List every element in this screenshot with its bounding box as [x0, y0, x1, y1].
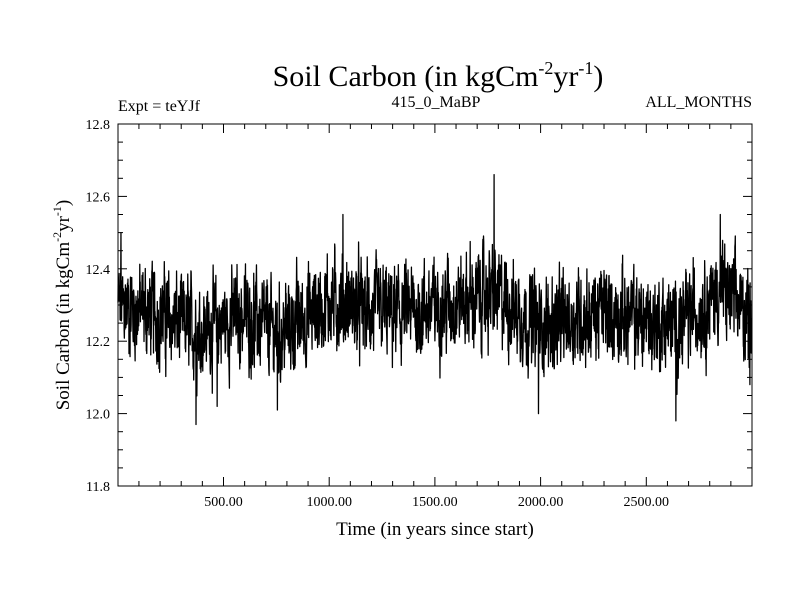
- subtitle-left: Expt = teYJf: [118, 98, 201, 115]
- subtitle-right: ALL_MONTHS: [645, 94, 752, 111]
- x-tick-label: 500.00: [204, 495, 243, 510]
- series-line-soil-carbon: [117, 174, 753, 426]
- y-tick-label: 12.4: [86, 263, 111, 278]
- plot-area: [117, 174, 753, 426]
- x-tick-label: 1500.00: [412, 495, 458, 510]
- x-tick-label: 2000.00: [518, 495, 564, 510]
- y-tick-label: 12.8: [86, 118, 111, 133]
- chart-title: Soil Carbon (in kgCm-2yr-1): [273, 58, 604, 93]
- subtitle-center: 415_0_MaBP: [392, 94, 481, 111]
- x-axis-label: Time (in years since start): [336, 519, 534, 540]
- axis-ticks: 500.00 1000.00 1500.00 2000.00 2500.00 11.8 12…: [86, 118, 752, 510]
- y-axis-label: Soil Carbon (in kgCm-2yr-1): [50, 200, 74, 411]
- y-tick-label: 11.8: [86, 480, 110, 495]
- x-tick-label: 1000.00: [306, 495, 352, 510]
- y-tick-label: 12.0: [86, 408, 111, 423]
- y-tick-label: 12.2: [86, 335, 111, 350]
- y-tick-label: 12.6: [86, 190, 111, 205]
- x-tick-label: 2500.00: [624, 495, 670, 510]
